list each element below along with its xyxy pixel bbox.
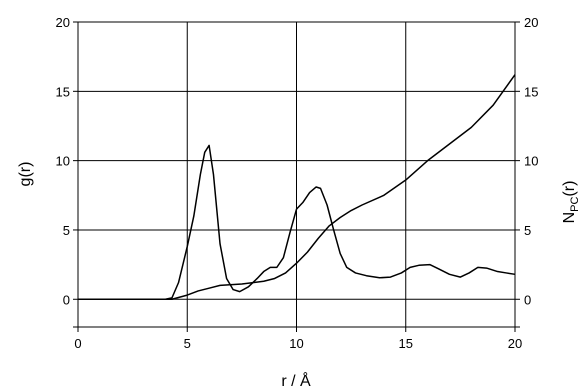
y-axis-title-right-tail: (r) (561, 181, 578, 197)
grid-lines (78, 22, 515, 327)
y-tick-label-right: 10 (524, 154, 538, 169)
y-tick-label-left: 20 (56, 15, 70, 30)
y-axis-title-right-main: N (561, 212, 578, 224)
y-axis-title-right-subscript: PC (569, 197, 581, 212)
y-axis-title-right: NPC(r) (561, 181, 581, 224)
series-line-g_r (78, 144, 516, 301)
tick-marks (73, 21, 520, 332)
y-tick-label-left: 0 (63, 292, 70, 307)
data-series (78, 74, 516, 301)
y-axis-title-left: g(r) (17, 162, 34, 187)
y-tick-label-right: 20 (524, 15, 538, 30)
y-tick-label-right: 0 (524, 292, 531, 307)
x-tick-label: 5 (184, 336, 191, 351)
x-tick-label: 0 (74, 336, 81, 351)
y-tick-label-left: 10 (56, 154, 70, 169)
y-tick-label-left: 15 (56, 84, 70, 99)
tick-labels: 0 5 10 15 20 0 0 5 5 10 10 15 15 20 20 (56, 15, 539, 351)
x-tick-label: 10 (289, 336, 303, 351)
x-tick-label: 15 (399, 336, 413, 351)
x-axis-title: r / Å (281, 371, 311, 389)
y-tick-label-right: 15 (524, 84, 538, 99)
x-tick-label: 20 (508, 336, 522, 351)
y-tick-label-right: 5 (524, 223, 531, 238)
y-tick-label-left: 5 (63, 223, 70, 238)
series-line-N_pc (78, 74, 516, 301)
